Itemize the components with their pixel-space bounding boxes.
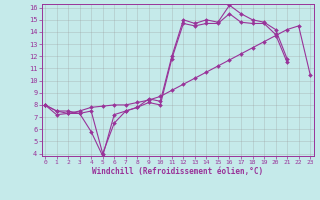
X-axis label: Windchill (Refroidissement éolien,°C): Windchill (Refroidissement éolien,°C) xyxy=(92,167,263,176)
